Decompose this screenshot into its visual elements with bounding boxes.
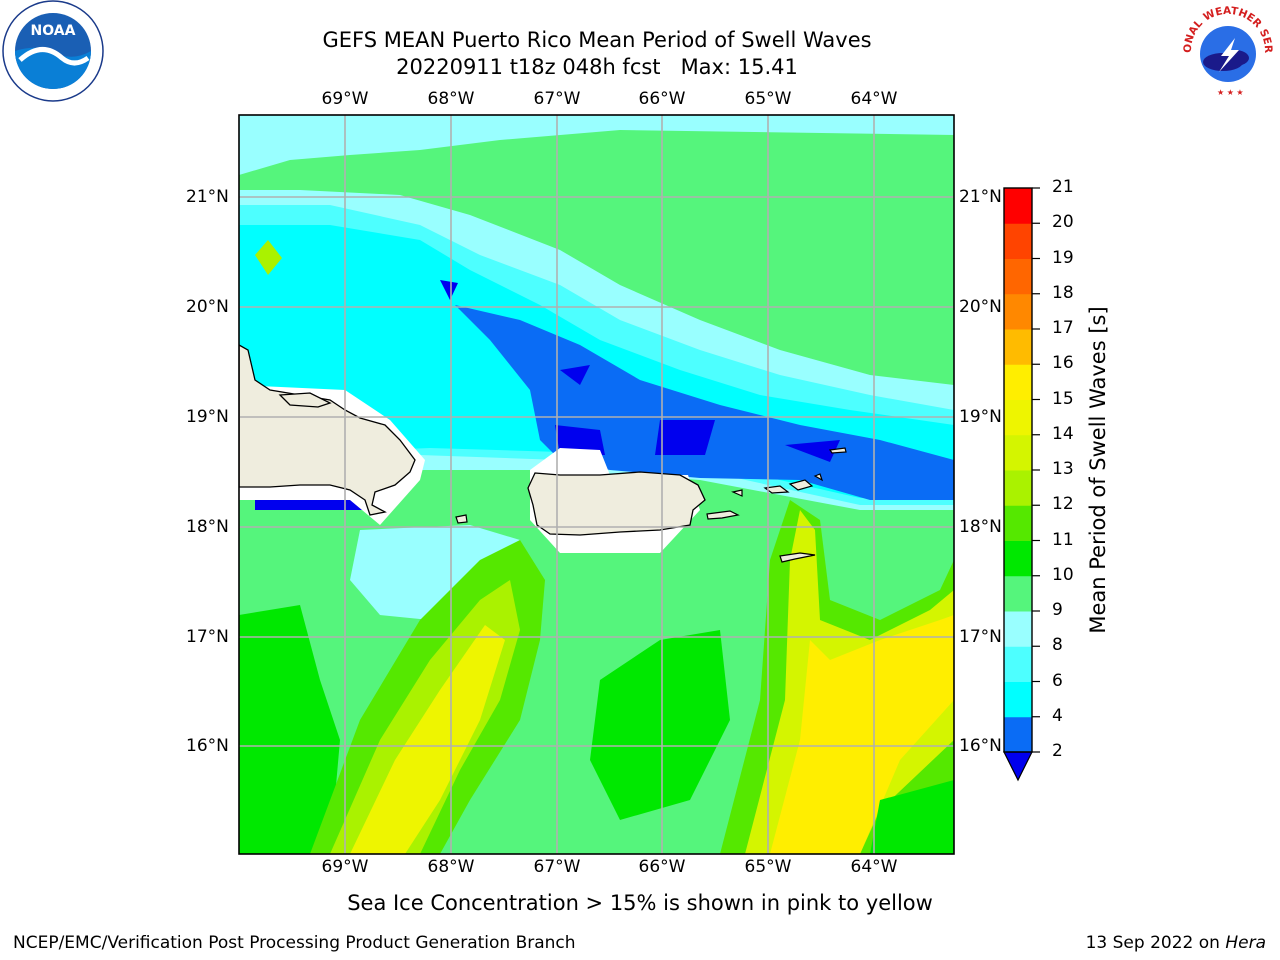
map-gridlines xyxy=(239,115,954,854)
land-puerto-rico xyxy=(527,471,706,536)
sea-ice-caption: Sea Ice Concentration > 15% is shown in … xyxy=(347,891,933,915)
footer-date-text: 13 Sep 2022 on xyxy=(1085,933,1226,953)
colorbar-tick-label: 2 xyxy=(1052,741,1063,761)
field-under-patch-3 xyxy=(655,420,715,455)
lat-label-left-16: 16°N xyxy=(186,736,229,756)
field-under-patch-6 xyxy=(255,500,370,510)
lon-label-top-66: 66°W xyxy=(638,89,686,109)
land-vieques xyxy=(706,510,740,520)
lon-label-bottom-67: 67°W xyxy=(533,857,581,877)
lon-label-top-65: 65°W xyxy=(744,89,792,109)
colorbar-label: Mean Period of Swell Waves [s] xyxy=(1086,306,1110,634)
lat-label-right-19: 19°N xyxy=(959,407,1002,427)
colorbar-tick-label: 12 xyxy=(1052,494,1074,515)
colorbar-tick-label: 19 xyxy=(1052,247,1074,268)
lat-label-right-16: 16°N xyxy=(959,736,1002,756)
lon-label-top-69: 69°W xyxy=(321,89,369,109)
colorbar-tick-label: 4 xyxy=(1052,705,1063,726)
lat-label-left-17: 17°N xyxy=(186,627,229,647)
land-anegada xyxy=(828,447,847,454)
field-band-8-9-north xyxy=(239,115,954,175)
chart-title: GEFS MEAN Puerto Rico Mean Period of Swe… xyxy=(322,28,872,52)
field-band-14-15-tongue-a xyxy=(350,625,505,854)
colorbar-tick-label: 20 xyxy=(1052,212,1074,233)
lon-label-bottom-66: 66°W xyxy=(638,857,686,877)
colorbar-tick-label: 11 xyxy=(1052,529,1074,550)
field-under-patch-5 xyxy=(440,280,458,300)
field-spot-northwest xyxy=(255,240,282,275)
nws-logo: NATIONAL WEATHER SERVICE ★ ★ ★ xyxy=(1177,0,1277,100)
lon-label-top-64: 64°W xyxy=(850,89,898,109)
colorbar-tick-label: 9 xyxy=(1052,600,1063,620)
field-band-10-11-southeast xyxy=(870,780,954,854)
lon-label-bottom-64: 64°W xyxy=(850,857,898,877)
lon-label-top-67: 67°W xyxy=(533,89,581,109)
noaa-logo: NOAA xyxy=(2,0,104,102)
lon-label-bottom-65: 65°W xyxy=(744,857,792,877)
colorbar-tick-label: 15 xyxy=(1052,388,1074,409)
field-band-10-11-west xyxy=(239,605,340,854)
field-band-10-11-central xyxy=(590,630,730,820)
chart-subtitle: 20220911 t18z 048h fcst Max: 15.41 xyxy=(396,55,798,79)
field-under-patch-4 xyxy=(785,440,840,462)
lat-label-right-21: 21°N xyxy=(959,187,1002,207)
colorbar-tick-label: 14 xyxy=(1052,423,1074,444)
footer-credit: NCEP/EMC/Verification Post Processing Pr… xyxy=(13,933,576,953)
colorbar-tick-label: 16 xyxy=(1052,353,1074,374)
map-field xyxy=(239,115,954,854)
lat-label-right-20: 20°N xyxy=(959,297,1002,317)
land-virgin-islands xyxy=(731,473,824,497)
colorbar-tick-label: 18 xyxy=(1052,282,1074,303)
footer-date: 13 Sep 2022 on Hera xyxy=(1086,933,1266,953)
lat-label-left-20: 20°N xyxy=(186,297,229,317)
lat-label-left-19: 19°N xyxy=(186,407,229,427)
colorbar-tick-label: 21 xyxy=(1052,177,1074,197)
land-mona-island xyxy=(455,514,468,524)
lon-label-bottom-68: 68°W xyxy=(427,857,475,877)
colorbar-tick-label: 13 xyxy=(1052,459,1074,479)
svg-text:NOAA: NOAA xyxy=(31,23,76,39)
svg-text:★ ★ ★: ★ ★ ★ xyxy=(1217,88,1244,97)
land-hispaniola-north-islet xyxy=(278,392,332,408)
colorbar-tick-label: 10 xyxy=(1052,564,1074,585)
footer-host: Hera xyxy=(1225,933,1266,953)
lat-label-right-17: 17°N xyxy=(959,627,1002,647)
lat-label-right-18: 18°N xyxy=(959,517,1002,537)
field-under-patch-1 xyxy=(560,365,590,385)
field-band-15-16-tongue-b xyxy=(770,615,954,854)
colorbar-tick-label: 6 xyxy=(1052,670,1063,691)
colorbar-tick-label: 8 xyxy=(1052,635,1063,656)
map-frame xyxy=(238,114,955,855)
field-under-patch-2 xyxy=(555,425,605,455)
lat-label-left-21: 21°N xyxy=(186,187,229,207)
field-band-8-9-south xyxy=(350,525,520,620)
lon-label-top-68: 68°W xyxy=(427,89,475,109)
lon-label-bottom-69: 69°W xyxy=(321,857,369,877)
lat-label-left-18: 18°N xyxy=(186,517,229,537)
colorbar-tick-label: 17 xyxy=(1052,318,1074,338)
land-st-croix xyxy=(779,552,816,563)
